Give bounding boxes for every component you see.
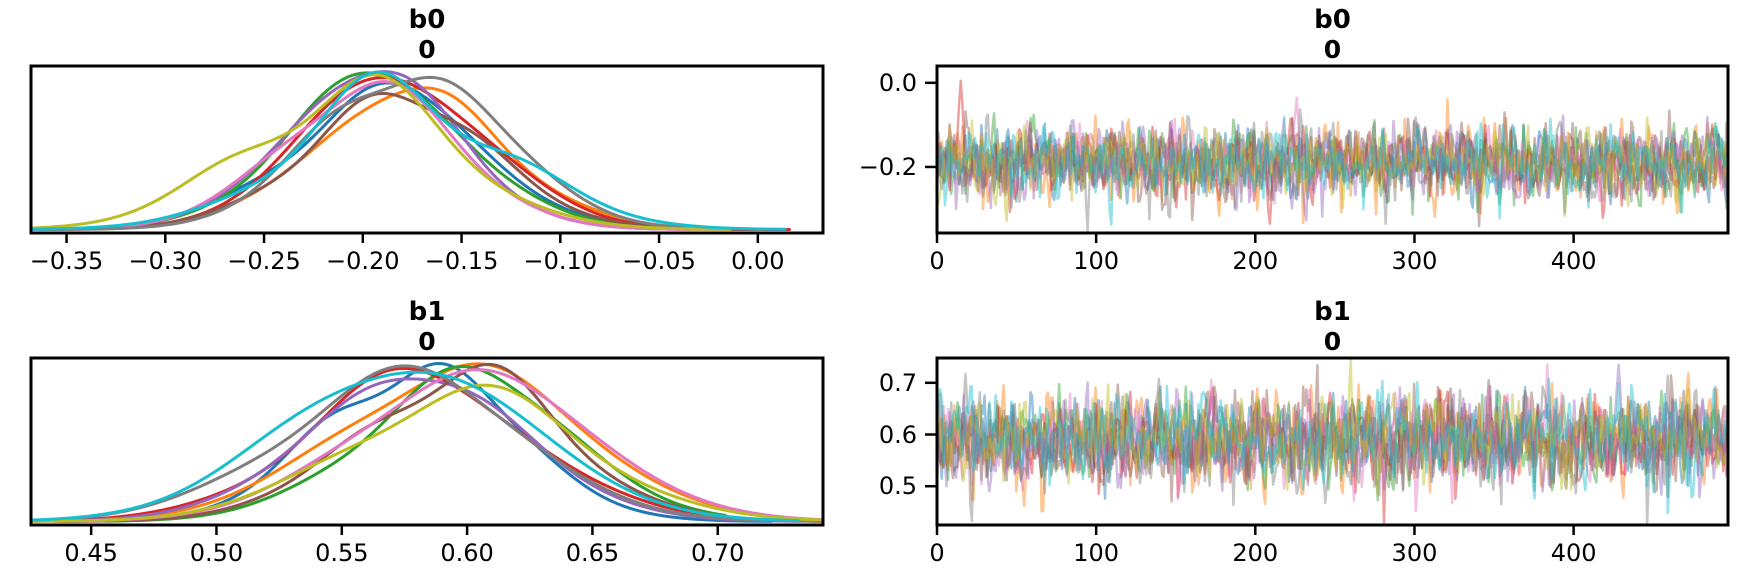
panel-subtitle-b1-trace: 0 [1323, 327, 1342, 356]
trace-line-chain-6 [938, 96, 1727, 205]
b0-density-lines [32, 70, 791, 231]
b1-density-lines [32, 362, 822, 523]
kde-curve-chain-1 [64, 362, 822, 523]
x-tick-label: −0.10 [523, 247, 598, 275]
panel-subtitle-b1-density: 0 [418, 327, 436, 356]
x-tick-label: 0.50 [189, 539, 244, 567]
x-tick-label: 200 [1232, 539, 1279, 567]
x-tick-label: 100 [1073, 247, 1120, 275]
x-tick-label: 200 [1232, 247, 1279, 275]
kde-curve-chain-9 [32, 70, 787, 231]
kde-curve-chain-7 [32, 364, 815, 523]
panel-frame [29, 64, 825, 235]
x-tick-label: 300 [1391, 539, 1438, 567]
y-tick-label: −0.2 [858, 152, 917, 181]
x-tick-label: −0.30 [128, 247, 203, 275]
y-tick-label: 0.5 [878, 472, 917, 501]
trace-line-chain-9 [938, 377, 1727, 515]
kde-curve-chain-9 [32, 370, 800, 523]
x-tick-label: 0 [929, 539, 945, 567]
trace-line-chain-1 [938, 372, 1727, 513]
panel-title-b1-density: b1 [408, 297, 446, 327]
y-tick-label: 0.0 [878, 68, 917, 97]
kde-curve-chain-8 [32, 383, 822, 523]
x-tick-label: 400 [1550, 539, 1597, 567]
kde-curve-chain-6 [32, 368, 822, 523]
trace-line-chain-0 [938, 122, 1727, 215]
x-tick-label: −0.35 [29, 247, 104, 275]
x-tick-label: 0.00 [731, 247, 785, 275]
x-tick-label: 0.65 [565, 539, 620, 567]
trace-line-chain-5 [938, 364, 1727, 503]
trace-line-chain-5 [938, 109, 1727, 228]
panel-frame [935, 356, 1730, 527]
trace-line-chain-4 [938, 114, 1727, 222]
trace-line-chain-3 [938, 386, 1727, 524]
panel-title-b1-trace: b1 [1314, 297, 1351, 327]
trace-line-chain-8 [938, 116, 1727, 223]
panel-frame [29, 356, 825, 527]
x-tick-label: 0 [929, 247, 945, 275]
x-tick-label: 100 [1073, 539, 1120, 567]
x-tick-label: −0.25 [227, 247, 301, 275]
trace-line-chain-7 [938, 108, 1727, 232]
trace-line-chain-7 [938, 372, 1727, 524]
y-tick-label: 0.7 [878, 368, 917, 397]
x-tick-label: 0.60 [440, 539, 494, 567]
trace-line-chain-1 [938, 97, 1727, 225]
b0-trace-lines [938, 79, 1727, 232]
panel-title-b0-trace: b0 [1314, 5, 1351, 35]
y-tick-label: 0.6 [878, 420, 917, 449]
x-tick-label: 400 [1550, 247, 1597, 275]
x-tick-label: −0.20 [326, 247, 400, 275]
kde-curve-chain-8 [32, 73, 732, 231]
kde-curve-chain-7 [39, 75, 698, 231]
x-tick-label: −0.05 [622, 247, 696, 275]
x-tick-label: 0.55 [315, 539, 369, 567]
trace-line-chain-6 [938, 363, 1727, 513]
x-tick-label: 0.45 [64, 539, 118, 567]
trace-line-chain-2 [938, 383, 1727, 502]
trace-line-chain-2 [938, 112, 1727, 216]
panel-frame [935, 64, 1730, 235]
trace-line-chain-8 [938, 359, 1727, 496]
trace-line-chain-9 [938, 115, 1727, 226]
b1-trace-lines [938, 359, 1727, 524]
trace-line-chain-3 [938, 79, 1727, 225]
trace-line-chain-4 [938, 363, 1727, 499]
panel-subtitle-b0-density: 0 [418, 35, 436, 64]
x-tick-label: 300 [1391, 247, 1438, 275]
x-tick-label: 0.70 [691, 539, 745, 567]
kde-curve-chain-1 [84, 86, 714, 231]
panel-title-b0-density: b0 [408, 5, 446, 35]
kde-curve-chain-6 [32, 80, 726, 231]
panel-subtitle-b0-trace: 0 [1323, 35, 1342, 64]
x-tick-label: −0.15 [424, 247, 499, 275]
trace-line-chain-0 [938, 385, 1727, 500]
